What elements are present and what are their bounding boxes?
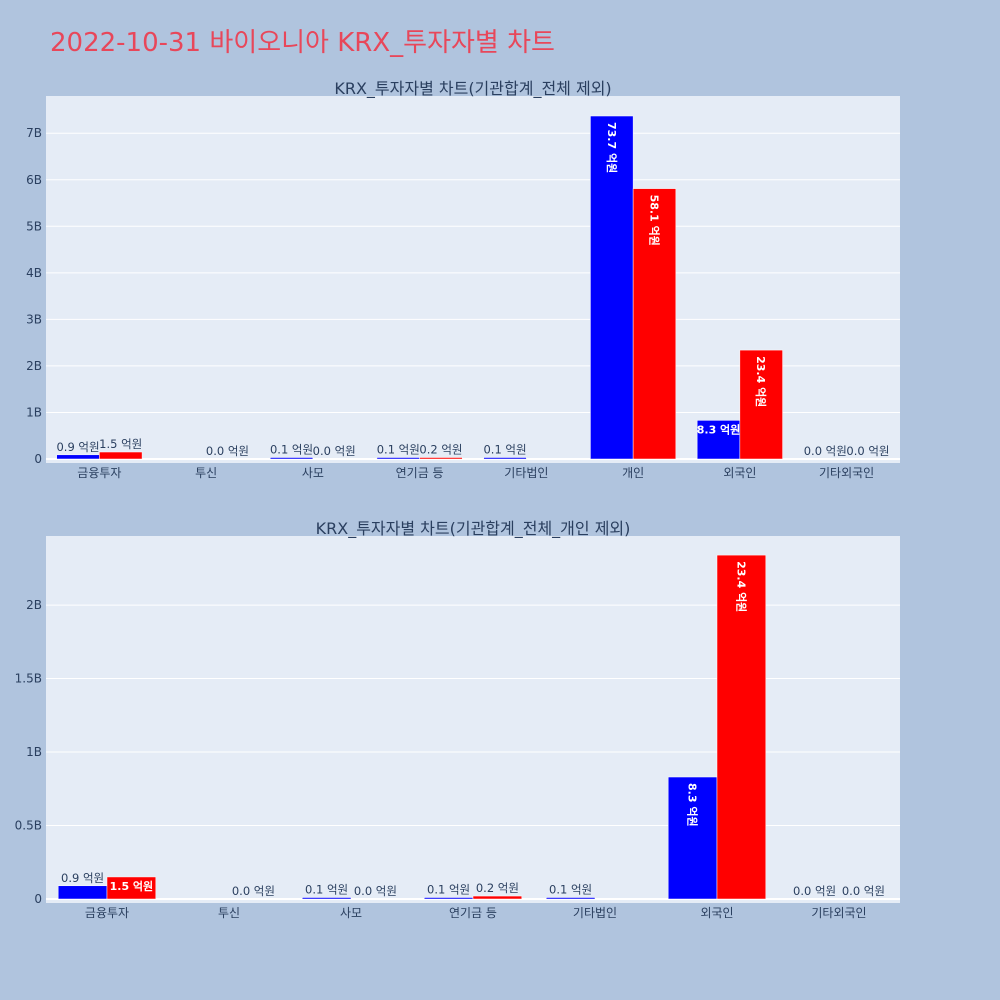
data-label: 0.1 억원 (377, 443, 420, 457)
x-tick-label: 사모 (340, 906, 362, 920)
data-label: 0.1 억원 (549, 883, 592, 897)
x-tick-label: 외국인 (700, 906, 733, 920)
y-tick-label: 1.5B (15, 672, 42, 686)
x-tick-label: 투신 (195, 466, 217, 480)
x-tick-label: 기타법인 (504, 466, 548, 480)
y-tick-label: 6B (26, 173, 42, 187)
x-tick-label: 기타외국인 (811, 906, 866, 920)
bar (716, 554, 767, 900)
data-label: 0.0 억원 (232, 884, 275, 898)
x-tick-label: 사모 (302, 466, 324, 480)
data-label: 1.5 억원 (110, 879, 154, 893)
y-tick-label: 2B (26, 359, 42, 373)
page-title: 2022-10-31 바이오니아 KRX_투자자별 차트 (50, 28, 555, 58)
data-label: 8.3 억원 (697, 422, 741, 436)
plot-area (46, 536, 900, 903)
y-tick-label: 2B (26, 598, 42, 612)
data-label: 0.9 억원 (61, 871, 104, 885)
data-label: 0.1 억원 (305, 883, 348, 897)
data-label: 0.0 억원 (804, 444, 847, 458)
bar (269, 457, 314, 460)
bar (99, 451, 143, 460)
x-tick-label: 연기금 등 (396, 466, 444, 480)
y-tick-label: 1B (26, 745, 42, 759)
x-tick-label: 개인 (622, 466, 644, 480)
bar (739, 349, 783, 460)
data-label: 1.5 억원 (99, 437, 142, 451)
data-label: 0.0 억원 (354, 884, 397, 898)
y-tick-label: 5B (26, 219, 42, 233)
bar (632, 188, 677, 460)
data-label: 0.0 억원 (842, 884, 885, 898)
x-tick-label: 금융투자 (77, 466, 121, 480)
bar (301, 897, 352, 900)
data-label: 73.7 억원 (605, 122, 619, 173)
y-tick-label: 0.5B (15, 819, 42, 833)
data-label: 0.0 억원 (313, 444, 356, 458)
data-label: 23.4 억원 (754, 356, 768, 407)
y-tick-label: 3B (26, 312, 42, 326)
data-label: 8.3 억원 (686, 783, 700, 827)
data-label: 23.4 억원 (734, 561, 748, 612)
x-tick-label: 기타법인 (573, 906, 617, 920)
data-label: 0.0 억원 (793, 884, 836, 898)
y-tick-label: 7B (26, 126, 42, 140)
bar (419, 457, 463, 460)
x-tick-label: 금융투자 (85, 906, 129, 920)
bar (56, 454, 100, 460)
y-tick-label: 0 (34, 892, 42, 906)
bar (472, 895, 523, 900)
chart-title: KRX_투자자별 차트(기관합계_전체_개인 제외) (316, 519, 631, 539)
data-label: 0.9 억원 (56, 440, 99, 454)
x-tick-label: 연기금 등 (449, 906, 497, 920)
y-tick-label: 4B (26, 266, 42, 280)
x-tick-label: 기타외국인 (819, 466, 874, 480)
data-label: 0.1 억원 (270, 443, 313, 457)
bar (483, 457, 527, 460)
data-label: 0.0 억원 (206, 444, 249, 458)
data-label: 58.1 억원 (647, 195, 661, 246)
y-tick-label: 1B (26, 405, 42, 419)
bar (667, 776, 718, 900)
data-label: 0.0 억원 (846, 444, 889, 458)
y-tick-label: 0 (34, 452, 42, 466)
data-label: 0.1 억원 (483, 443, 526, 457)
data-label: 0.1 억원 (427, 883, 470, 897)
data-label: 0.2 억원 (419, 443, 462, 457)
bar (696, 420, 741, 460)
x-tick-label: 투신 (218, 906, 240, 920)
bar (376, 457, 420, 460)
data-label: 0.2 억원 (476, 881, 519, 895)
bar (423, 897, 474, 900)
bar (545, 897, 596, 900)
chart-title: KRX_투자자별 차트(기관합계_전체 제외) (334, 79, 611, 99)
bar (57, 885, 108, 900)
x-tick-label: 외국인 (723, 466, 756, 480)
bar (106, 876, 157, 900)
